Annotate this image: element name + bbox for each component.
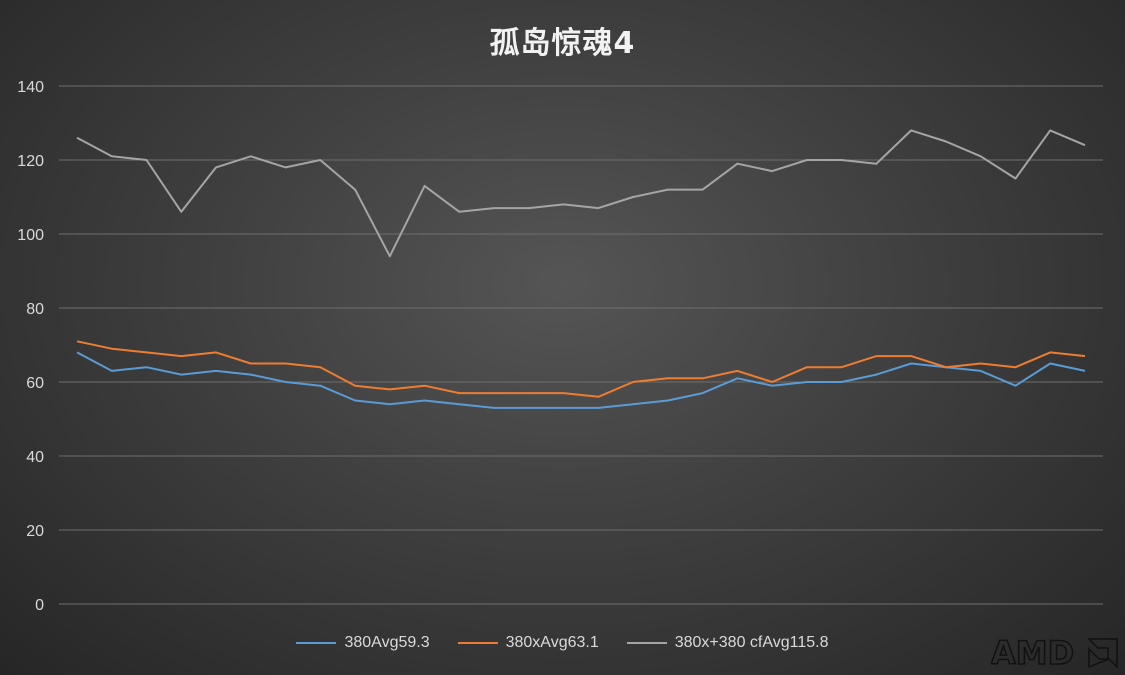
amd-logo-watermark: AMD xyxy=(991,633,1118,671)
amd-logo-text: AMD xyxy=(991,634,1074,671)
legend-label-380x: 380xAvg63.1 xyxy=(505,634,599,651)
y-tick-label: 120 xyxy=(17,153,44,170)
legend-swatch-380 xyxy=(296,642,337,644)
y-tick-label: 60 xyxy=(26,375,44,392)
chart-title: 孤岛惊魂4 xyxy=(489,26,636,61)
legend-swatch-cf xyxy=(626,642,667,644)
y-axis-ticks: 0 20 40 60 80 100 120 140 xyxy=(17,79,44,614)
y-tick-label: 0 xyxy=(35,597,44,614)
series-line-2 xyxy=(76,129,1086,258)
legend-item-380x: 380xAvg63.1 xyxy=(457,634,599,652)
legend-item-cf: 380x+380 cfAvg115.8 xyxy=(626,634,829,652)
legend-label-380: 380Avg59.3 xyxy=(344,634,430,651)
legend-swatch-380x xyxy=(457,642,498,644)
y-tick-label: 80 xyxy=(26,301,44,318)
y-tick-label: 100 xyxy=(17,227,44,244)
legend-label-cf: 380x+380 cfAvg115.8 xyxy=(674,634,829,651)
series-line-0 xyxy=(76,351,1086,409)
legend-item-380: 380Avg59.3 xyxy=(296,634,430,652)
y-tick-label: 140 xyxy=(17,79,44,96)
gridlines xyxy=(59,85,1103,605)
series-line-1 xyxy=(76,340,1086,398)
y-tick-label: 20 xyxy=(26,523,44,540)
legend: 380Avg59.3 380xAvg63.1 380x+380 cfAvg115… xyxy=(0,634,1125,652)
y-tick-label: 40 xyxy=(26,449,44,466)
series-lines xyxy=(76,129,1086,409)
amd-arrow-icon xyxy=(1087,638,1118,669)
